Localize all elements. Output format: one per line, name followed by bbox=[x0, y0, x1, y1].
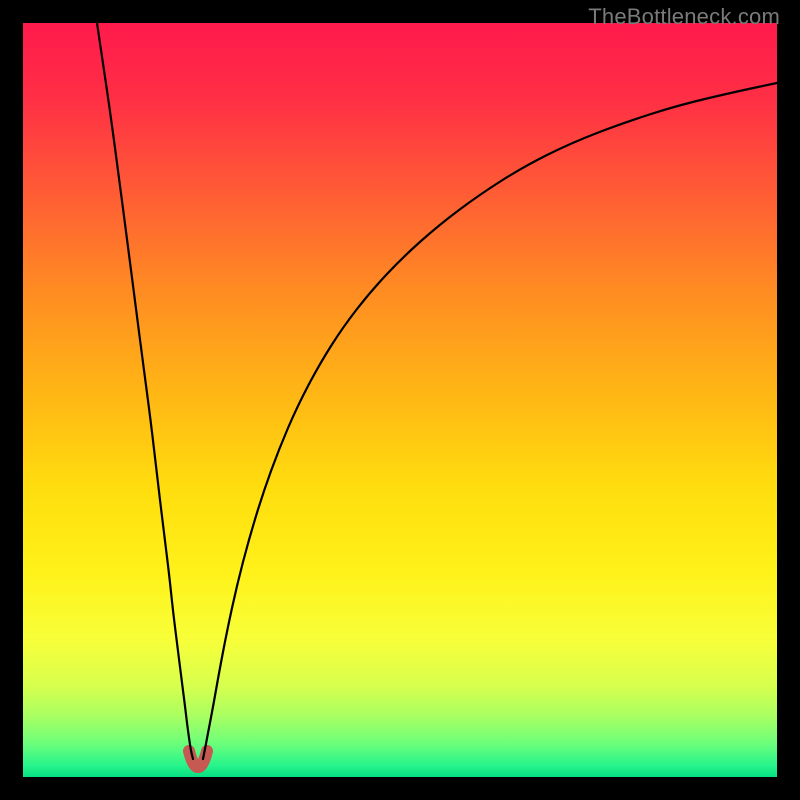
gradient-background bbox=[23, 23, 777, 777]
watermark-text: TheBottleneck.com bbox=[588, 4, 780, 30]
plot-area bbox=[23, 23, 777, 777]
plot-svg bbox=[23, 23, 777, 777]
